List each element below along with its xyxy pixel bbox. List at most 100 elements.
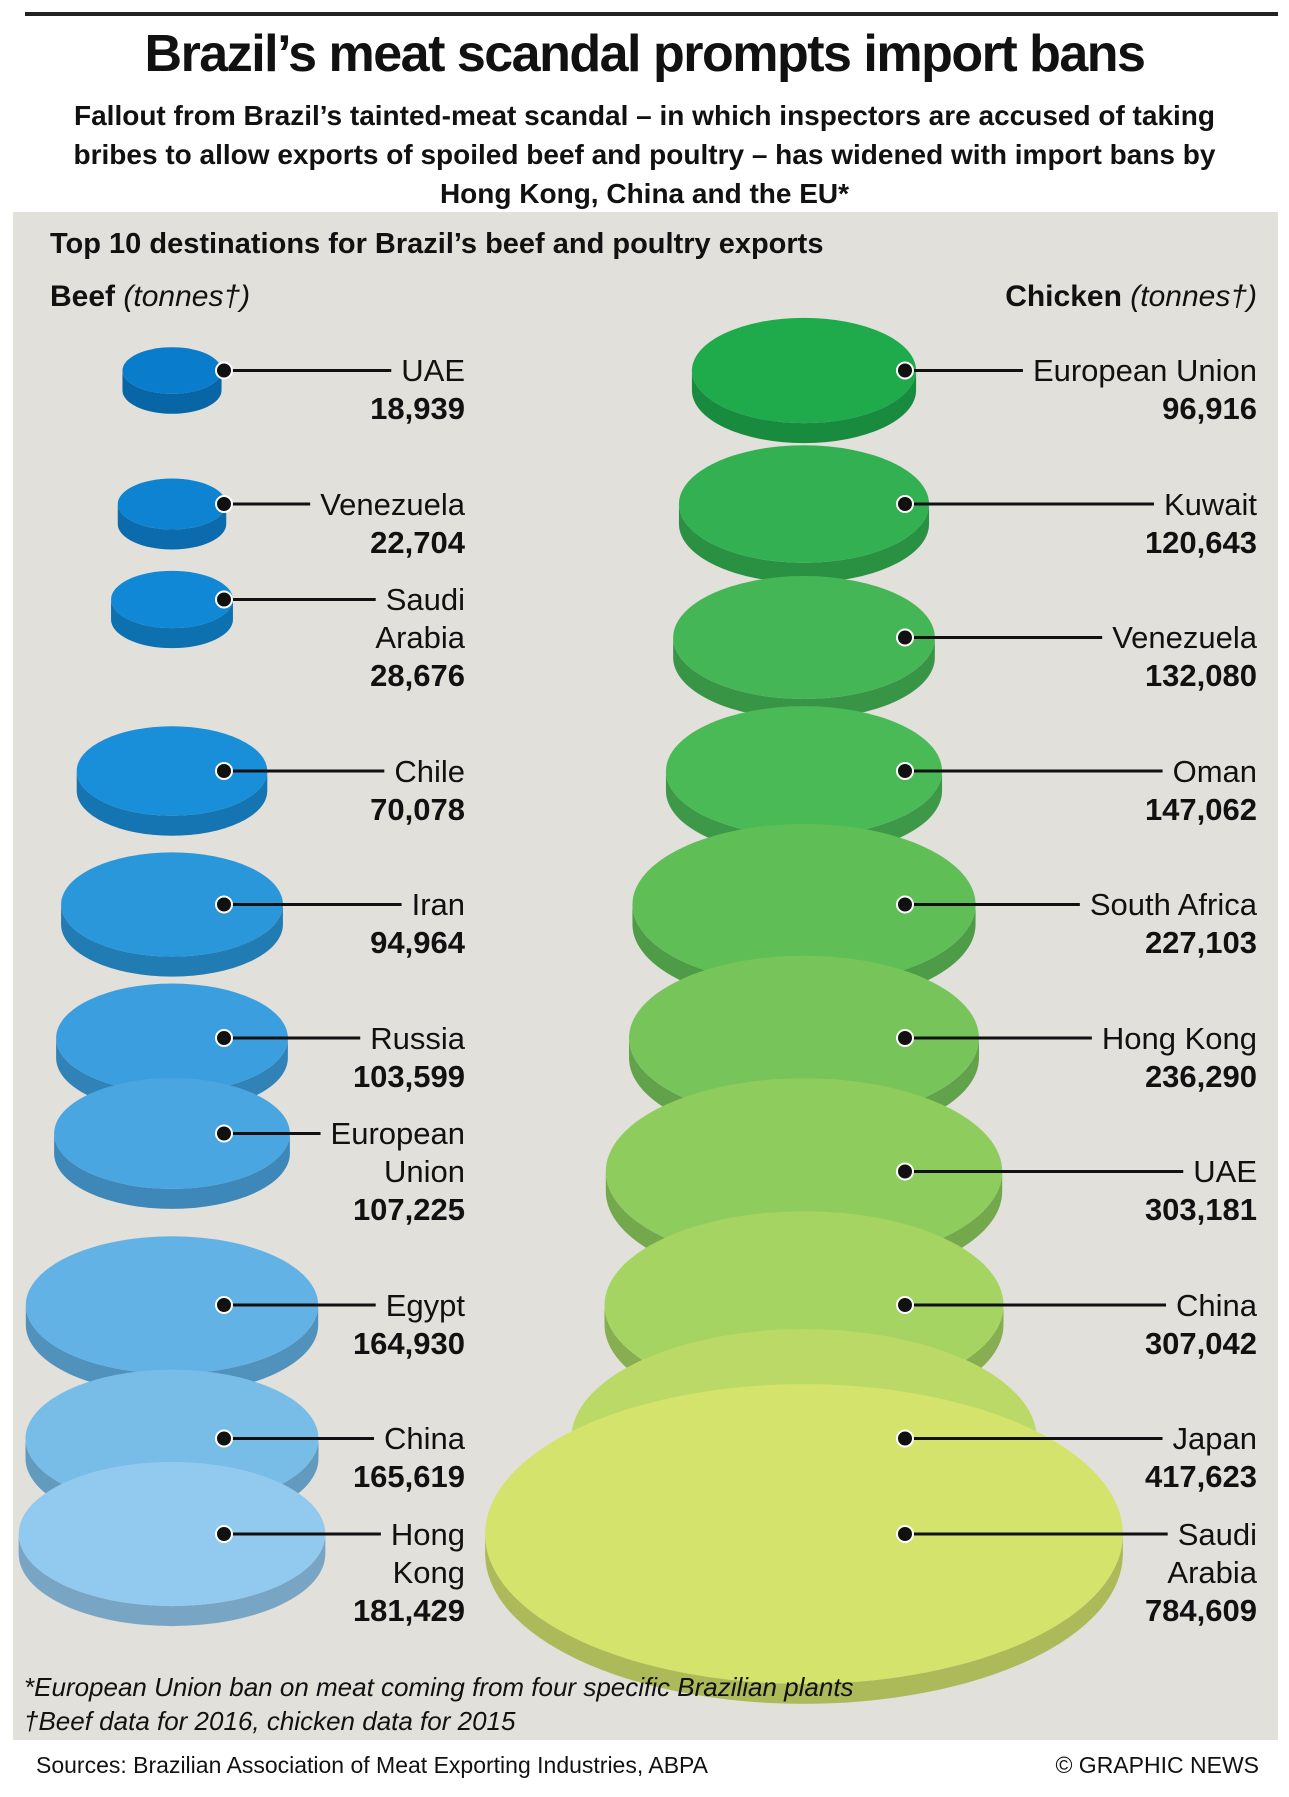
value-label: 784,609: [1144, 1592, 1257, 1628]
leader-dot: [215, 361, 233, 380]
value-label: 120,643: [1144, 524, 1257, 560]
leader-dot: [215, 762, 233, 780]
label: UAE 18,939: [370, 352, 465, 428]
label: Venezuela 22,704: [320, 486, 465, 562]
disc-side: [673, 637, 935, 719]
subtitle: Fallout from Brazil’s tainted-meat scand…: [73, 100, 1216, 209]
value-label: 147,062: [1144, 791, 1257, 827]
leader-dot: [896, 762, 914, 780]
leader-dot: [896, 895, 914, 914]
value-label: 70,078: [370, 791, 465, 827]
category-label: South Africa: [1089, 887, 1257, 922]
chart-name: Beef: [50, 280, 116, 313]
footnote: *European Union ban on meat coming from …: [24, 1672, 854, 1702]
category-label: Hong Kong: [1101, 1020, 1257, 1056]
disc-layer: [18, 317, 1123, 1704]
title: Brazil’s meat scandal prompts import ban…: [144, 25, 1146, 83]
footnote: †Beef data for 2016, chicken data for 20…: [24, 1706, 516, 1736]
value-label: 164,930: [352, 1325, 465, 1361]
value-label: 417,623: [1144, 1459, 1257, 1494]
value-label: 165,619: [352, 1459, 465, 1494]
disc-top: [111, 570, 233, 629]
disc-top: [605, 1078, 1003, 1265]
leader-dot: [896, 495, 914, 513]
value-label: 28,676: [370, 658, 465, 693]
category-label: Oman: [1172, 753, 1257, 789]
leader-dot: [215, 495, 233, 513]
source: Sources: Brazilian Association of Meat E…: [36, 1752, 709, 1778]
label: China 307,042: [1145, 1287, 1257, 1363]
category-label: Saudi Arabia: [1167, 1516, 1257, 1590]
disc-top: [25, 1236, 319, 1374]
unit: (tonnes†): [1130, 280, 1257, 313]
leader-dot: [215, 1525, 233, 1543]
label: Oman 147,062: [1145, 753, 1257, 829]
value-label: 96,916: [1162, 391, 1257, 426]
disc-side: [691, 370, 917, 444]
label: Hong Kong 236,290: [1102, 1020, 1257, 1096]
section-title: Top 10 destinations for Brazil’s beef an…: [50, 228, 824, 260]
disc-side: [54, 1133, 290, 1209]
leader-dot: [896, 1296, 914, 1314]
disc-top: [56, 983, 288, 1093]
chart-name: Chicken: [1005, 280, 1122, 313]
disc-side: [76, 771, 268, 836]
category-label: European Union: [1032, 353, 1257, 388]
value-label: 303,181: [1144, 1192, 1257, 1227]
category-label: Russia: [370, 1020, 465, 1056]
category-label: Hong Kong: [390, 1516, 465, 1590]
category-label: Egypt: [385, 1287, 465, 1323]
disc-side: [61, 904, 283, 977]
category-label: Japan: [1172, 1421, 1257, 1456]
value-label: 103,599: [352, 1058, 465, 1094]
label: Saudi Arabia 28,676: [370, 581, 465, 695]
label: Egypt 164,930: [353, 1287, 465, 1363]
disc-top: [665, 706, 943, 836]
leader-dot: [215, 1124, 233, 1143]
label: European Union 96,916: [1033, 352, 1257, 428]
disc-top: [76, 726, 268, 816]
category-label: Saudi Arabia: [375, 582, 465, 655]
value-label: 307,042: [1144, 1325, 1257, 1361]
label: European Union 107,225: [331, 1115, 465, 1229]
disc-side: [117, 504, 227, 550]
label: Hong Kong 181,429: [353, 1516, 465, 1630]
disc-top: [632, 823, 976, 986]
category-label: UAE: [401, 353, 465, 388]
value-label: 22,704: [370, 524, 465, 560]
value-label: 94,964: [370, 925, 465, 960]
disc-top: [18, 1461, 326, 1607]
category-label: European Union: [330, 1116, 465, 1189]
label: China 165,619: [353, 1420, 465, 1496]
category-label: UAE: [1193, 1154, 1257, 1189]
category-label: Iran: [411, 887, 465, 922]
value-label: 181,429: [352, 1592, 465, 1628]
category-label: China: [384, 1421, 465, 1456]
disc-top: [673, 576, 935, 699]
label: South Africa 227,103: [1090, 886, 1257, 962]
disc-side: [678, 504, 930, 583]
disc-top: [61, 852, 283, 957]
disc-side: [18, 1534, 326, 1627]
leader-dot: [896, 1525, 914, 1543]
disc-side: [25, 1305, 319, 1394]
disc-side: [122, 370, 222, 414]
leader-layer: [215, 361, 1184, 1543]
category-label: Venezuela: [1112, 620, 1257, 655]
top-rule: [25, 12, 1278, 16]
disc-top: [117, 478, 227, 530]
value-label: 227,103: [1144, 925, 1257, 960]
credit: © GRAPHIC NEWS: [1055, 1752, 1259, 1778]
disc-top: [485, 1384, 1123, 1684]
label: Saudi Arabia 784,609: [1145, 1516, 1257, 1630]
value-label: 18,939: [370, 391, 465, 426]
value-label: 107,225: [352, 1192, 465, 1227]
disc-side: [111, 599, 233, 649]
value-label: 132,080: [1144, 658, 1257, 693]
leader-dot: [215, 590, 233, 609]
label: Kuwait 120,643: [1145, 486, 1257, 562]
beef-header: Beef (tonnes†): [50, 280, 250, 314]
label: Russia 103,599: [353, 1020, 465, 1096]
leader-dot: [896, 628, 914, 647]
